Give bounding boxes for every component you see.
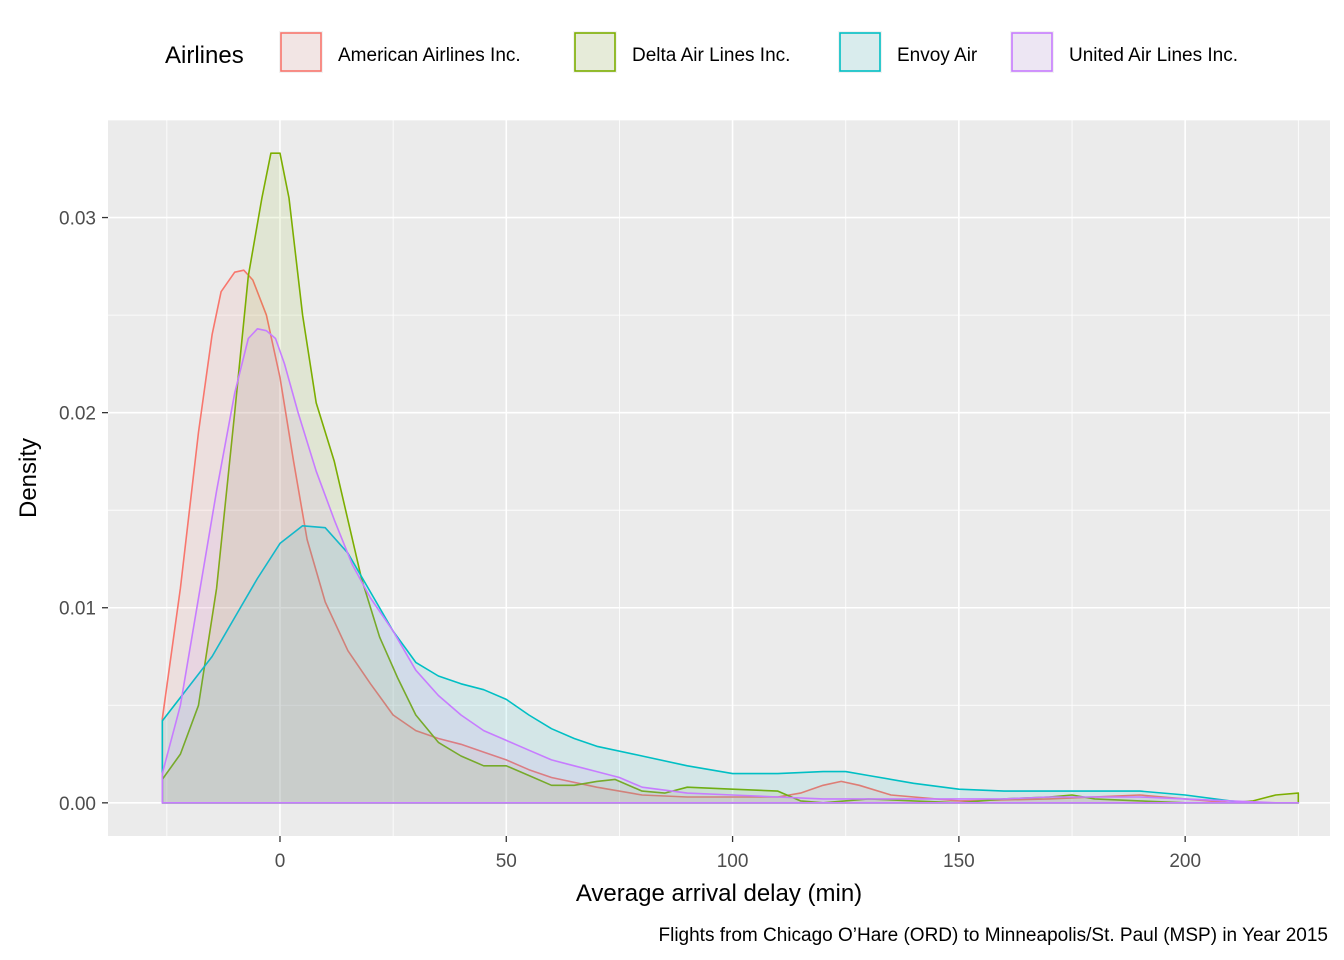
plot-panel (108, 120, 1330, 836)
density-area-envoy-air (161, 525, 1300, 804)
legend-key-bg (279, 31, 323, 73)
y-axis-title: Density (15, 438, 42, 518)
chart-caption: Flights from Chicago O’Hare (ORD) to Min… (659, 925, 1329, 946)
x-axis-ticks: 0 50 100 150 200 (275, 836, 1201, 872)
legend-label-united-air-lines-inc: United Air Lines Inc. (1069, 45, 1238, 66)
density-series (161, 152, 1300, 804)
density-area-american-airlines-inc (161, 269, 1300, 804)
y-tick-label: 0.02 (59, 404, 96, 425)
legend-key-delta-air-lines-inc (574, 32, 616, 72)
legend-key-united-air-lines-inc (1011, 32, 1053, 72)
legend-key-bg (1010, 31, 1054, 73)
x-tick-label: 100 (717, 851, 749, 872)
x-tick-label: 200 (1169, 851, 1201, 872)
legend: Airlines American Airlines Inc. Delta Air… (165, 31, 1238, 73)
legend-label-delta-air-lines-inc: Delta Air Lines Inc. (632, 45, 790, 66)
x-tick-label: 150 (943, 851, 975, 872)
x-tick-label: 0 (275, 851, 286, 872)
y-tick-label: 0.00 (59, 794, 96, 815)
y-axis-ticks: 0.00 0.01 0.02 0.03 (59, 209, 108, 815)
grid-minor (108, 119, 1330, 836)
y-tick-label: 0.01 (59, 599, 96, 620)
density-area-delta-air-lines-inc (161, 152, 1300, 804)
legend-key-bg (573, 31, 617, 73)
y-tick-label: 0.03 (59, 209, 96, 230)
legend-key-bg (838, 31, 882, 73)
legend-key-envoy-air (839, 32, 881, 72)
x-axis-title: Average arrival delay (min) (576, 880, 862, 907)
legend-key-american-airlines-inc (280, 32, 322, 72)
legend-label-envoy-air: Envoy Air (897, 45, 978, 66)
legend-label-american-airlines-inc: American Airlines Inc. (338, 45, 521, 66)
x-tick-label: 50 (496, 851, 517, 872)
density-area-united-air-lines-inc (161, 328, 1300, 804)
legend-title: Airlines (165, 42, 244, 69)
